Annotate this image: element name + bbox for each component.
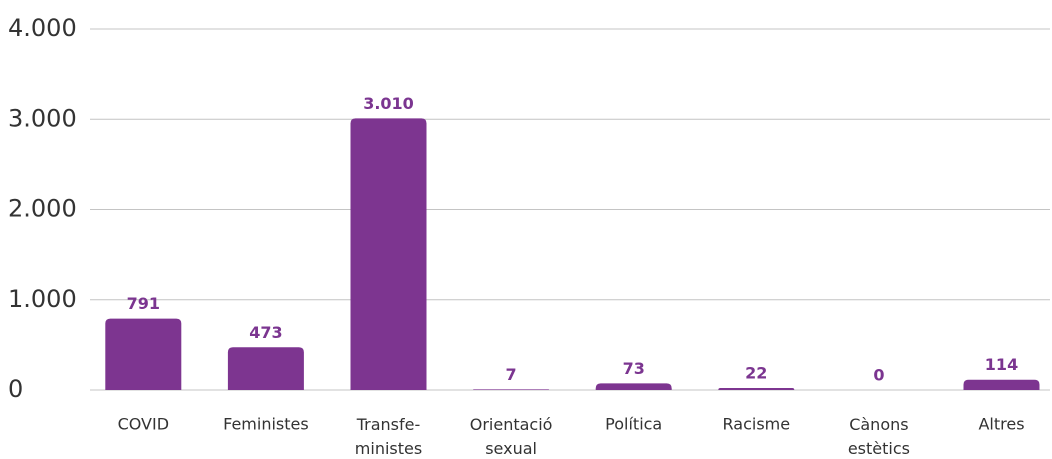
value-label: 3.010 [363, 94, 414, 113]
value-label: 0 [873, 366, 884, 385]
y-tick-label: 4.000 [8, 14, 77, 42]
bar [963, 379, 1040, 390]
value-label: 7 [506, 365, 517, 384]
x-tick-label: Altres [978, 415, 1024, 434]
x-tick-label: Racisme [723, 415, 791, 434]
x-tick-label: Orientació sexual [470, 415, 553, 458]
bar [473, 389, 550, 390]
value-label: 114 [985, 355, 1018, 374]
value-label: 473 [249, 323, 282, 342]
bar [227, 347, 304, 390]
bar [718, 388, 795, 390]
x-tick-label: Transfe-ministes [355, 415, 422, 458]
x-tick-label: COVID [118, 415, 169, 434]
value-label: 22 [745, 364, 767, 383]
x-tick-label: Política [605, 415, 662, 434]
x-tick-label: Cànons estètics [848, 415, 910, 458]
value-label: 791 [127, 294, 160, 313]
bar [595, 383, 672, 390]
bar [350, 118, 427, 390]
y-tick-label: 3.000 [8, 104, 77, 132]
bar [105, 318, 182, 390]
x-tick-label: Feministes [223, 415, 309, 434]
y-tick-label: 1.000 [8, 285, 77, 313]
y-tick-label: 2.000 [8, 195, 77, 223]
value-label: 73 [623, 359, 645, 378]
y-tick-label: 0 [8, 375, 23, 403]
